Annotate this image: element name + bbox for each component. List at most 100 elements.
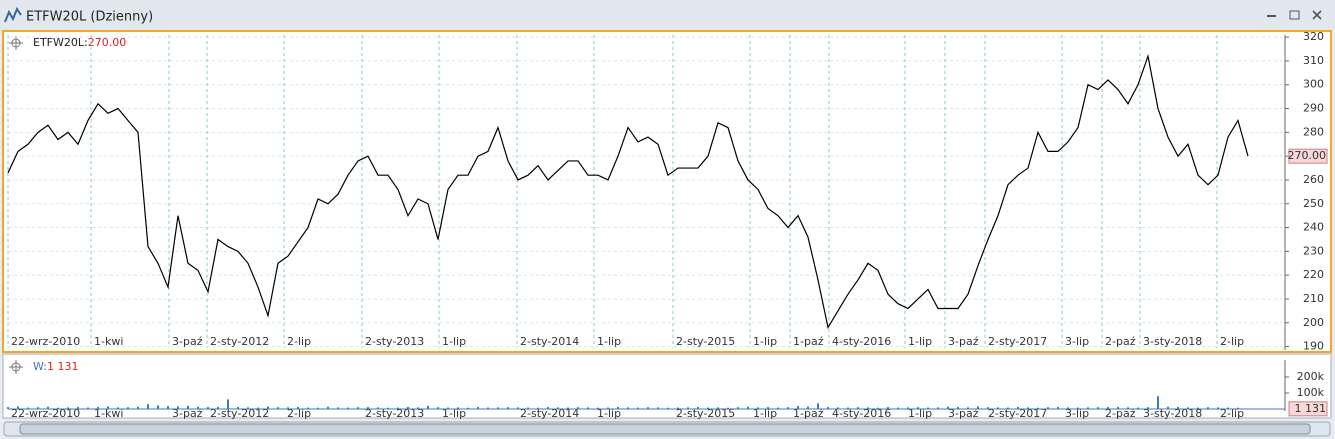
volume-bar bbox=[847, 407, 849, 409]
volume-bar bbox=[1187, 407, 1189, 409]
volume-bar bbox=[797, 406, 799, 409]
volume-bar bbox=[127, 407, 129, 409]
volume-bar bbox=[397, 407, 399, 409]
volume-bar bbox=[817, 403, 819, 409]
x-tick-label: 2-sty-2012 bbox=[210, 407, 269, 420]
x-tick-label: 2-sty-2014 bbox=[520, 407, 579, 420]
minimize-button[interactable] bbox=[1267, 15, 1276, 17]
x-tick-label: 3-lip bbox=[1065, 407, 1089, 420]
volume-bar bbox=[237, 407, 239, 409]
y-tick-label: 100k bbox=[1297, 386, 1325, 399]
x-tick-label: 1-lip bbox=[442, 407, 466, 420]
volume-bar bbox=[857, 407, 859, 409]
volume-bar bbox=[147, 404, 149, 409]
volume-bar bbox=[707, 407, 709, 409]
volume-bar bbox=[587, 407, 589, 409]
volume-bar bbox=[977, 406, 979, 409]
x-tick-label: 2-sty-2015 bbox=[676, 407, 735, 420]
x-tick-label: 1-lip bbox=[442, 335, 466, 348]
x-tick-label: 2-sty-2015 bbox=[676, 335, 735, 348]
y-tick-label: 190 bbox=[1303, 340, 1324, 353]
scroll-thumb[interactable] bbox=[19, 423, 1311, 435]
volume-bar bbox=[27, 407, 29, 409]
y-tick-label: 310 bbox=[1303, 54, 1324, 67]
volume-bar bbox=[687, 407, 689, 409]
volume-bar bbox=[437, 407, 439, 409]
x-tick-label: 2-sty-2017 bbox=[988, 335, 1047, 348]
volume-bar bbox=[267, 406, 269, 409]
volume-bar bbox=[1057, 407, 1059, 409]
x-tick-label: 1-paź bbox=[793, 407, 824, 420]
volume-bar bbox=[1227, 407, 1229, 409]
volume-bar bbox=[227, 399, 229, 409]
move-icon bbox=[9, 360, 23, 374]
x-tick-label: 3-sty-2018 bbox=[1143, 407, 1202, 420]
volume-bar bbox=[307, 407, 309, 409]
volume-bar bbox=[1117, 406, 1119, 409]
volume-bar bbox=[427, 405, 429, 409]
volume-bar bbox=[257, 407, 259, 409]
volume-bar bbox=[77, 406, 79, 409]
x-tick-label: 2-sty-2014 bbox=[520, 335, 579, 348]
volume-bar bbox=[657, 407, 659, 409]
volume-bar bbox=[87, 407, 89, 409]
x-tick-label: 4-sty-2016 bbox=[832, 335, 891, 348]
x-tick-label: 2-lip bbox=[287, 407, 311, 420]
x-tick-label: 2-sty-2017 bbox=[988, 407, 1047, 420]
x-tick-label: 1-kwi bbox=[94, 335, 123, 348]
volume-bar bbox=[737, 407, 739, 409]
volume-bar bbox=[47, 406, 49, 409]
volume-bar bbox=[197, 406, 199, 409]
x-tick-label: 2-paź bbox=[1105, 407, 1136, 420]
volume-bar bbox=[727, 407, 729, 409]
x-tick-label: 22-wrz-2010 bbox=[11, 407, 80, 420]
volume-bar bbox=[597, 407, 599, 409]
volume-bar bbox=[617, 407, 619, 409]
volume-bar bbox=[287, 407, 289, 409]
volume-bar bbox=[827, 407, 829, 409]
move-icon bbox=[9, 36, 23, 50]
x-tick-label: 1-lip bbox=[908, 335, 932, 348]
volume-bar bbox=[777, 407, 779, 409]
volume-bar bbox=[517, 407, 519, 409]
volume-bar bbox=[17, 406, 19, 409]
volume-bar bbox=[1197, 407, 1199, 409]
volume-bar bbox=[1137, 407, 1139, 409]
x-tick-label: 3-paź bbox=[948, 407, 979, 420]
volume-bar bbox=[877, 407, 879, 409]
x-tick-label: 3-lip bbox=[1065, 335, 1089, 348]
volume-bar bbox=[487, 407, 489, 409]
volume-bar bbox=[697, 407, 699, 409]
x-tick-label: 4-sty-2016 bbox=[832, 407, 891, 420]
close-button[interactable] bbox=[1312, 10, 1322, 20]
last-value-label: 270.00 bbox=[1288, 149, 1327, 162]
volume-bar bbox=[867, 407, 869, 409]
y-tick-label: 260 bbox=[1303, 173, 1324, 186]
y-tick-label: 250 bbox=[1303, 197, 1324, 210]
x-tick-label: 3-paź bbox=[172, 407, 203, 420]
x-tick-label: 2-lip bbox=[287, 335, 311, 348]
series-name: W: bbox=[33, 360, 47, 373]
x-tick-label: 1-paź bbox=[793, 335, 824, 348]
volume-bar bbox=[297, 407, 299, 409]
restore-button[interactable] bbox=[1289, 10, 1300, 20]
x-tick-label: 2-lip bbox=[1220, 335, 1244, 348]
volume-bar bbox=[317, 407, 319, 409]
x-tick-label: 2-paź bbox=[1105, 335, 1136, 348]
volume-bar bbox=[577, 407, 579, 409]
last-value: 1 131 bbox=[47, 360, 79, 373]
volume-bar bbox=[907, 407, 909, 409]
x-tick-label: 2-sty-2013 bbox=[365, 335, 424, 348]
volume-bar bbox=[547, 407, 549, 409]
volume-bar bbox=[987, 407, 989, 409]
series-name: ETFW20L: bbox=[33, 36, 88, 49]
volume-bar bbox=[1167, 406, 1169, 409]
volume-bar bbox=[337, 407, 339, 409]
volume-bar bbox=[997, 407, 999, 409]
volume-bar bbox=[887, 407, 889, 409]
volume-bar bbox=[507, 407, 509, 409]
volume-bar bbox=[557, 407, 559, 409]
volume-bar bbox=[1027, 407, 1029, 409]
volume-bar bbox=[1067, 407, 1069, 409]
x-tick-label: 1-lip bbox=[908, 407, 932, 420]
